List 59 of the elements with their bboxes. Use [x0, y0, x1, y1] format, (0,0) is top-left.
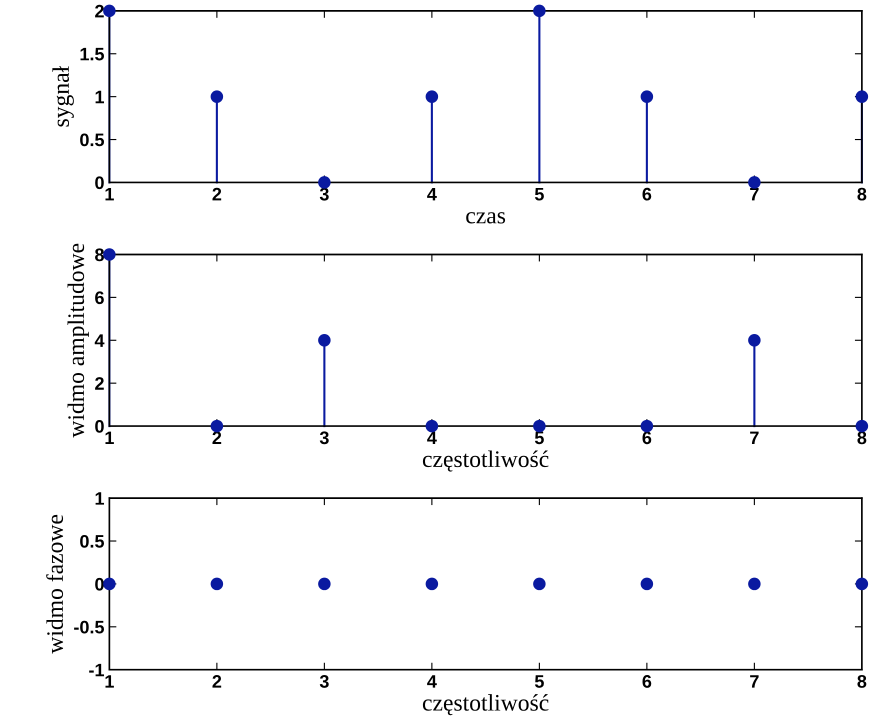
y-tick-label: 2	[95, 4, 104, 18]
x-axis-title: czas	[466, 212, 506, 224]
x-tick-label: 6	[642, 188, 652, 201]
x-tick-label: 4	[427, 188, 437, 200]
y-tick-label: 1	[96, 492, 104, 505]
x-tick-label: 6	[642, 675, 652, 688]
point	[640, 420, 654, 432]
x-tick-label: 3	[320, 675, 329, 688]
y-axis-title: widmo amplitudowe	[68, 244, 89, 438]
x-tick-label: 1	[105, 432, 114, 444]
x-tick-label: 8	[857, 188, 866, 201]
x-tick-label: 8	[857, 431, 866, 444]
x-tick-label: 5	[534, 432, 544, 444]
y-tick-label: 1.5	[80, 48, 104, 60]
x-tick-label: 1	[105, 188, 114, 200]
x-tick-label: 7	[750, 432, 759, 444]
y-axis-title: widmo fazowe	[46, 514, 64, 654]
y-tick-label: 0.5	[80, 534, 104, 548]
x-tick-label: 5	[534, 675, 544, 688]
x-tick-label: 2	[212, 188, 222, 200]
y-tick-label: 8	[95, 248, 104, 262]
y-tick-label: 0	[95, 176, 104, 190]
point	[210, 420, 224, 432]
point	[640, 90, 654, 103]
point	[748, 176, 761, 189]
point	[533, 4, 546, 18]
x-axis-title: częstotliwość	[422, 450, 548, 472]
point	[533, 420, 546, 432]
point	[318, 176, 331, 189]
y-tick-label: -0.5	[74, 620, 104, 634]
point	[210, 90, 224, 103]
y-tick-label: 1	[96, 90, 104, 104]
x-tick-label: 2	[212, 675, 222, 688]
y-tick-label: 0	[95, 420, 104, 433]
x-tick-label: 7	[750, 188, 759, 200]
x-tick-label: 1	[105, 675, 114, 688]
x-tick-label: 4	[427, 432, 437, 444]
y-tick-label: -1	[89, 664, 104, 676]
point	[856, 90, 868, 103]
y-tick-label: 4	[94, 334, 104, 347]
x-tick-label: 6	[642, 431, 652, 444]
point	[318, 334, 331, 347]
x-axis-title: częstotliwość	[422, 694, 548, 716]
y-tick-label: 0	[95, 578, 104, 591]
y-tick-label: 0.5	[80, 133, 104, 146]
x-tick-label: 7	[750, 675, 759, 688]
point	[748, 334, 761, 347]
x-tick-label: 5	[534, 188, 544, 201]
y-tick-label: 2	[95, 377, 104, 390]
y-axis-title: sygnał	[52, 66, 74, 126]
point	[426, 420, 438, 432]
x-tick-label: 2	[212, 431, 222, 444]
x-tick-label: 3	[320, 188, 329, 201]
x-tick-label: 3	[320, 431, 329, 444]
point	[103, 4, 116, 18]
point	[426, 90, 438, 103]
x-tick-label: 8	[857, 675, 866, 688]
x-tick-label: 4	[427, 675, 437, 688]
y-tick-label: 6	[95, 291, 104, 304]
